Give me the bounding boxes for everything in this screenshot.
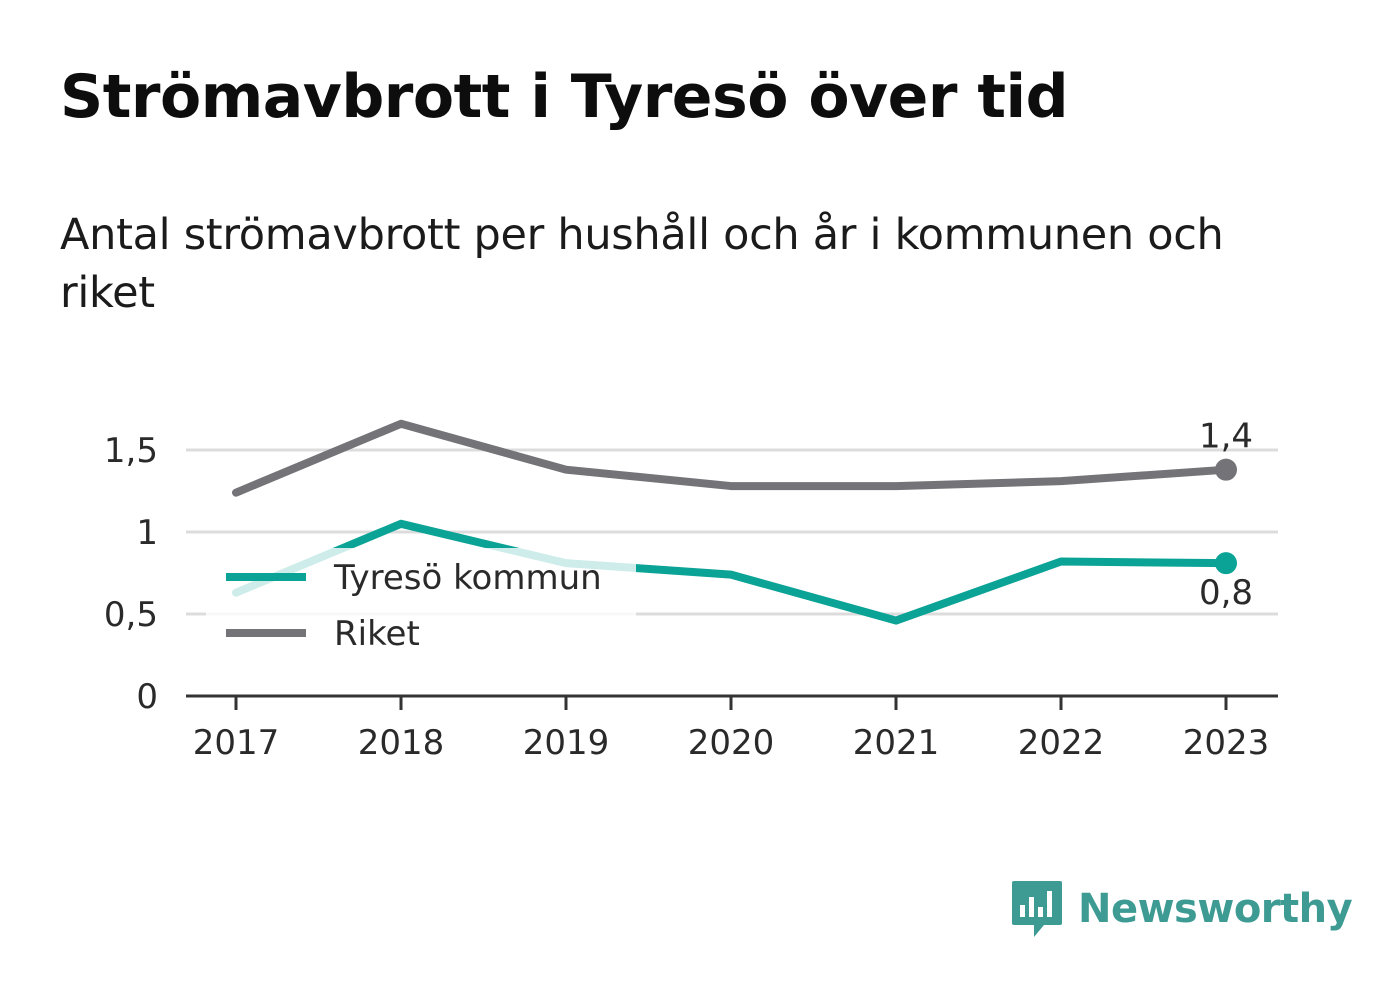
- y-tick-label: 0: [136, 677, 158, 717]
- end-value-label: 0,8: [1199, 573, 1253, 613]
- bar-chart-speech-bubble-icon: [1012, 881, 1062, 937]
- chart-subtitle: Antal strömavbrott per hushåll och år i …: [60, 210, 1224, 318]
- legend-background: [206, 548, 636, 666]
- brand-name: Newsworthy: [1078, 886, 1353, 932]
- y-tick-label: 0,5: [104, 595, 158, 635]
- brand-logo: Newsworthy: [1010, 878, 1353, 940]
- x-tick-label: 2023: [1183, 723, 1270, 763]
- series-lines: [232, 419, 1230, 625]
- x-tick-label: 2019: [523, 723, 610, 763]
- x-tick-label: 2021: [853, 723, 940, 763]
- x-tick-label: 2018: [358, 723, 445, 763]
- legend-label: Riket: [334, 614, 420, 654]
- series-line: [232, 419, 1230, 497]
- legend: Tyresö kommun Riket: [206, 548, 636, 666]
- chart-title: Strömavbrott i Tyresö över tid: [60, 62, 1069, 132]
- end-marker: [1215, 552, 1237, 575]
- legend-label: Tyresö kommun: [333, 558, 602, 598]
- series-line: [232, 519, 1230, 625]
- x-tick-label: 2020: [688, 723, 775, 763]
- x-tick-label: 2022: [1018, 723, 1105, 763]
- end-value-label: 1,4: [1199, 417, 1253, 457]
- y-tick-label: 1,5: [104, 431, 158, 471]
- line-chart: Tyresö kommun Riket 0 0,5 1 1,5 2017 2018 2019 2…: [104, 417, 1278, 763]
- end-marker: [1215, 458, 1237, 481]
- x-tick-label: 2017: [193, 723, 280, 763]
- y-tick-label: 1: [136, 513, 158, 553]
- axes: 0 0,5 1 1,5 2017 2018 2019 2020 2021 2022 2023: [104, 431, 1278, 763]
- end-labels: 0,8 1,4: [1199, 417, 1253, 613]
